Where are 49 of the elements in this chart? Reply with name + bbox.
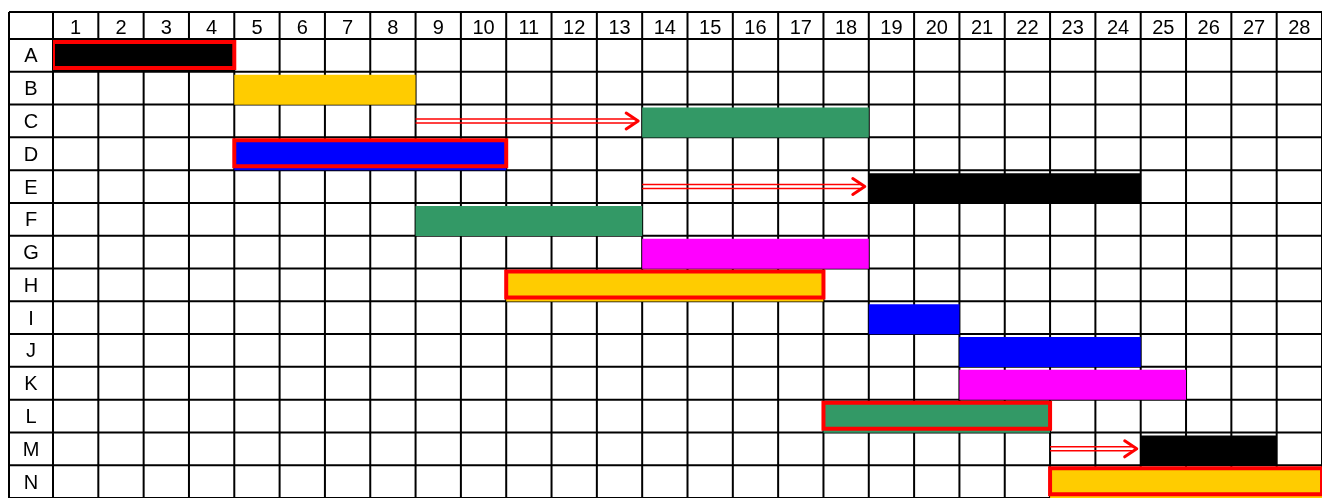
y-tick-label: C xyxy=(23,109,39,132)
x-tick-label: 17 xyxy=(789,16,812,38)
x-tick-label: 9 xyxy=(432,16,444,38)
y-tick-label: H xyxy=(23,273,39,296)
x-tick-label: 19 xyxy=(880,16,903,38)
x-tick-label: 12 xyxy=(563,16,586,38)
x-tick-label: 18 xyxy=(835,16,858,38)
x-tick-label: 27 xyxy=(1242,16,1266,38)
x-tick-label: 5 xyxy=(251,16,263,38)
bar xyxy=(234,74,416,105)
x-tick-label: 4 xyxy=(206,16,218,38)
bar xyxy=(642,238,869,269)
x-tick-label: 15 xyxy=(699,16,722,38)
y-tick-label: I xyxy=(28,306,34,329)
x-tick-label: 14 xyxy=(653,16,676,38)
x-tick-label: 13 xyxy=(608,16,631,38)
y-tick-label: M xyxy=(22,437,40,460)
y-tick-label: A xyxy=(24,44,39,67)
x-tick-label: 2 xyxy=(115,16,127,38)
x-tick-label: 6 xyxy=(296,16,308,38)
y-tick-label: L xyxy=(25,405,37,428)
y-tick-label: E xyxy=(24,175,38,198)
x-tick-label: 7 xyxy=(342,16,354,38)
y-tick-label: G xyxy=(23,241,39,264)
bar xyxy=(415,205,643,236)
x-tick-label: 3 xyxy=(160,16,172,38)
x-tick-label: 1 xyxy=(70,16,82,38)
y-tick-label: B xyxy=(24,77,38,100)
bar xyxy=(959,337,1141,368)
x-tick-label: 21 xyxy=(970,16,994,38)
x-tick-label: 16 xyxy=(744,16,767,38)
x-tick-label: 24 xyxy=(1106,16,1130,38)
x-tick-label: 26 xyxy=(1197,16,1220,38)
x-tick-label: 25 xyxy=(1152,16,1175,38)
x-tick-label: 10 xyxy=(472,16,495,38)
y-tick-label: F xyxy=(24,208,38,231)
bar xyxy=(868,304,960,335)
y-tick-label: N xyxy=(23,470,39,493)
x-tick-label: 22 xyxy=(1016,16,1039,38)
x-tick-label: 11 xyxy=(518,16,540,38)
x-tick-label: 23 xyxy=(1061,16,1084,38)
bar xyxy=(959,369,1187,400)
y-tick-label: J xyxy=(26,339,36,362)
y-tick-label: K xyxy=(24,372,39,395)
x-tick-label: 20 xyxy=(925,16,948,38)
x-tick-label: 8 xyxy=(387,16,399,38)
y-tick-label: D xyxy=(23,142,39,165)
bar xyxy=(642,107,869,138)
x-tick-label: 28 xyxy=(1288,16,1311,38)
